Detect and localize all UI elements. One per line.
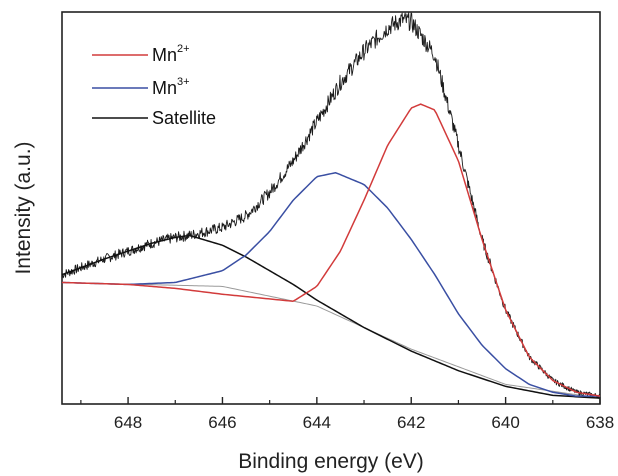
plot-frame (61, 11, 601, 405)
x-tick-label: 646 (208, 413, 236, 432)
x-tick-label: 640 (491, 413, 519, 432)
x-tick-label: 648 (114, 413, 142, 432)
y-axis-title: Intensity (a.u.) (12, 141, 35, 274)
legend-label-mn3: Mn3+ (152, 76, 190, 98)
series-line-mn2- (61, 103, 601, 397)
series-line-satellite (61, 234, 601, 399)
legend: Mn2+ Mn3+ Satellite (92, 43, 216, 128)
series-line-background (61, 281, 601, 399)
x-tick-label: 644 (303, 413, 331, 432)
series-layer (61, 11, 601, 399)
legend-label-mn2: Mn2+ (152, 43, 190, 65)
x-axis-title: Binding energy (eV) (238, 450, 424, 473)
x-tick-label: 642 (397, 413, 425, 432)
ticks-layer: 648 646 644 642 640 638 (80, 397, 614, 432)
series-line-mn3- (61, 172, 600, 397)
series-line-raw-data (61, 11, 601, 399)
x-tick-label: 638 (586, 413, 614, 432)
legend-label-satellite: Satellite (152, 108, 216, 128)
